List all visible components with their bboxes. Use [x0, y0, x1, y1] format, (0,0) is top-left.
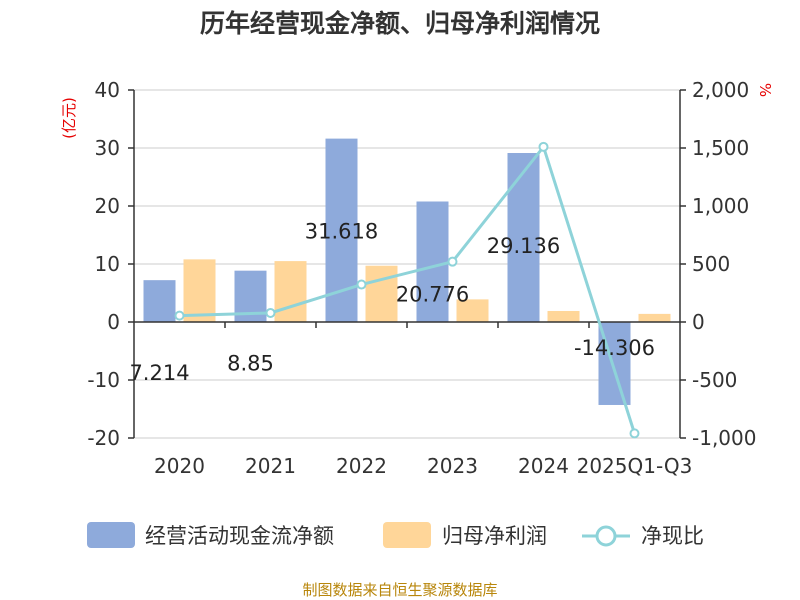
ratio-point — [629, 428, 640, 439]
legend-label-ratio: 净现比 — [641, 524, 704, 548]
bar-net-profit — [456, 299, 489, 322]
right-tick-label: -500 — [692, 368, 737, 392]
right-tick-label: 1,000 — [692, 194, 749, 218]
data-label-cashflow: -14.306 — [574, 336, 655, 360]
bar-net-profit — [274, 261, 307, 322]
data-label-cashflow: 20.776 — [396, 282, 469, 306]
x-tick-label: 2020 — [154, 454, 205, 478]
chart-title: 历年经营现金净额、归母净利润情况 — [200, 9, 600, 38]
axes — [128, 89, 686, 439]
ratio-point — [356, 279, 367, 290]
ratio-line — [174, 141, 640, 439]
ratio-point — [174, 310, 185, 321]
legend: 经营活动现金流净额 归母净利润 净现比 — [87, 522, 704, 548]
ratio-point — [265, 307, 276, 318]
bar-net-profit — [183, 259, 216, 322]
grid-lines — [134, 89, 680, 439]
data-labels: 7.214 8.85 31.618 20.776 29.136 -14.306 — [129, 220, 655, 386]
bar-net-profit — [365, 265, 398, 322]
bar-cashflow — [143, 280, 176, 322]
x-tick-label: 2022 — [336, 454, 387, 478]
x-tick-label: 2025Q1-Q3 — [577, 454, 693, 478]
legend-swatch-cashflow — [87, 522, 135, 548]
source-note: 制图数据来自恒生聚源数据库 — [302, 581, 497, 599]
data-label-cashflow: 7.214 — [129, 361, 189, 385]
legend-swatch-net-profit — [383, 522, 431, 548]
left-tick-label: 20 — [95, 194, 120, 218]
x-tick-label: 2024 — [518, 454, 569, 478]
right-tick-label: 0 — [692, 310, 705, 334]
data-label-cashflow: 29.136 — [487, 234, 560, 258]
right-tick-label: -1,000 — [692, 426, 756, 450]
bar-net-profit — [638, 313, 671, 322]
legend-label-net-profit: 归母净利润 — [442, 524, 547, 548]
left-tick-label: 10 — [95, 252, 120, 276]
right-tick-label: 2,000 — [692, 78, 749, 102]
ratio-line-path — [179, 143, 636, 434]
ratio-point — [538, 141, 549, 152]
left-tick-label: 0 — [107, 310, 120, 334]
x-tick-label: 2023 — [427, 454, 478, 478]
legend-marker-ratio — [595, 525, 617, 547]
left-tick-label: 30 — [95, 136, 120, 160]
bar-cashflow — [507, 153, 540, 322]
bar-net-profit — [547, 310, 580, 322]
x-tick-label: 2021 — [245, 454, 296, 478]
bar-cashflow — [416, 201, 449, 322]
right-tick-label: 1,500 — [692, 136, 749, 160]
tick-labels: 40 30 20 10 0 -10 -20 2,000 1,500 1,000 500 0 -500 -1… — [87, 78, 756, 478]
ratio-point — [447, 256, 458, 267]
left-axis-unit: (亿元) — [60, 97, 78, 139]
data-label-cashflow: 8.85 — [227, 352, 274, 376]
data-label-cashflow: 31.618 — [305, 220, 378, 244]
legend-label-cashflow: 经营活动现金流净额 — [145, 524, 334, 548]
left-tick-label: -20 — [87, 426, 120, 450]
left-tick-label: -10 — [87, 368, 120, 392]
right-axis-unit: % — [756, 83, 774, 97]
left-tick-label: 40 — [95, 78, 120, 102]
right-tick-label: 500 — [692, 252, 730, 276]
